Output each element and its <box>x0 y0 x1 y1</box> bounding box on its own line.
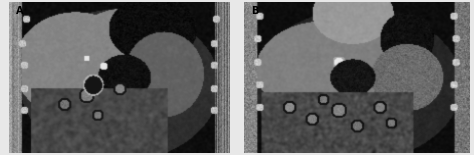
Text: A: A <box>16 6 24 16</box>
Text: B: B <box>251 6 258 16</box>
